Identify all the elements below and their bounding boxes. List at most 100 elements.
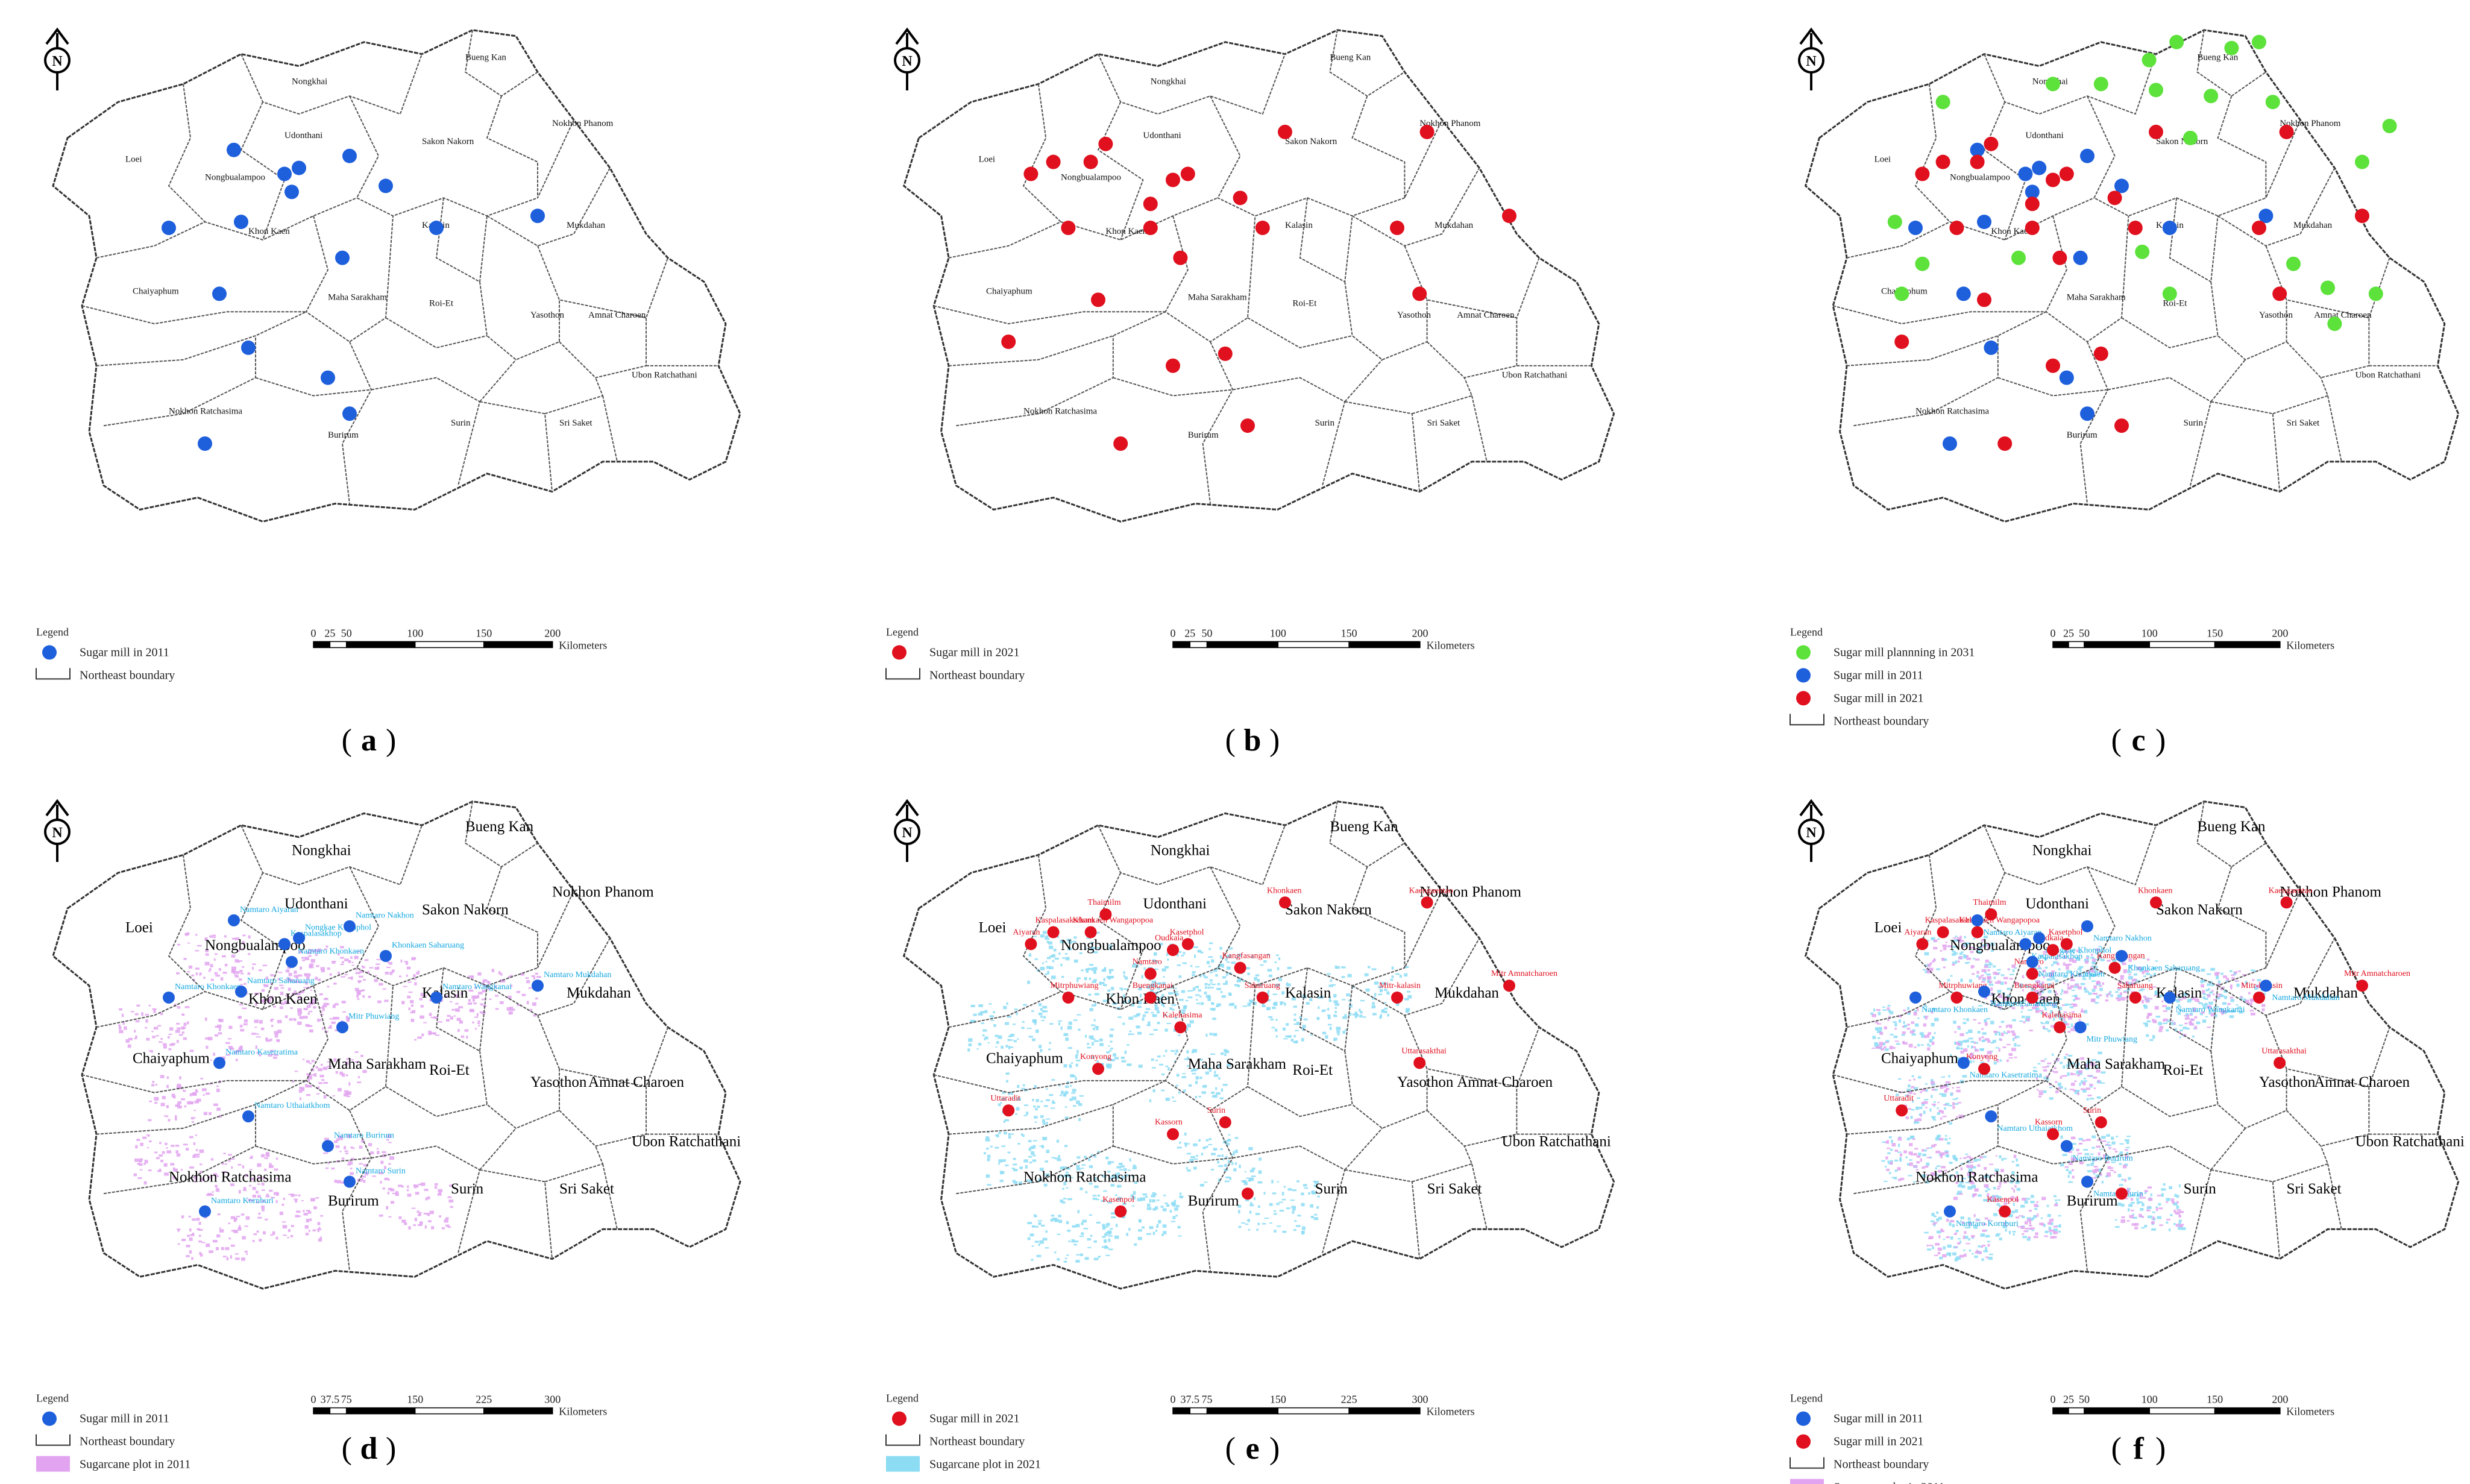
sugar-mill-2021-marker <box>1234 961 1246 974</box>
scale-unit-label: Kilometers <box>2286 639 2334 651</box>
mill-name-label: Aiyaran <box>1904 928 1931 937</box>
province-border <box>1202 1110 1234 1271</box>
panel-caption-letter: d <box>360 1432 378 1466</box>
sugar-mill-2021-marker <box>2272 286 2287 301</box>
sugar-mill-2021-marker <box>2107 190 2122 206</box>
sugar-mill-2021-marker <box>2279 124 2294 139</box>
province-border <box>2217 937 2336 1016</box>
panel-caption: (b) <box>1225 723 1280 758</box>
legend-swatch <box>892 1411 907 1426</box>
province-border <box>479 401 553 492</box>
province-border <box>2121 1086 2218 1118</box>
province-label-burirum: Burirum <box>2067 430 2098 440</box>
northeast-boundary <box>52 800 741 1290</box>
sugar-mill-2021-marker <box>1391 991 1403 1004</box>
sugar-mill-2031-marker <box>2169 34 2184 49</box>
svg-text:): ) <box>1269 723 1280 758</box>
mill-name-label: Kaspalasaksrkam <box>1035 916 1095 925</box>
scale-tick-label: 25 <box>1184 627 1195 639</box>
province-label-sri-saket: Sri Saket <box>559 418 592 428</box>
province-border <box>2121 317 2218 348</box>
sugar-mill-2021-marker <box>1937 926 1949 939</box>
sugar-mill-2021-marker <box>1413 1057 1426 1069</box>
legend-label: Sugar mill in 2021 <box>929 646 1019 659</box>
scale-tick-label: 300 <box>1412 1394 1428 1406</box>
province-label-mukdahan: Mukdahan <box>567 985 631 1001</box>
scale-tick-label: 75 <box>341 1394 352 1406</box>
north-arrow-icon: N <box>44 799 71 862</box>
sugar-mill-2021-marker <box>2046 172 2060 187</box>
province-label-nakhon-ratchasima: Nokhon Ratchasima <box>169 1169 291 1185</box>
province-border <box>479 281 560 360</box>
northeast-boundary <box>902 29 1615 523</box>
scale-unit-label: Kilometers <box>559 1406 607 1418</box>
mill-name-label: Kaengaentao <box>1409 886 1453 895</box>
province-label-khon-kaen: Khon Kaen <box>248 991 318 1007</box>
sugar-mill-2011-marker <box>335 250 350 265</box>
province-label-sakon-nakorn: Sakon Nakorn <box>422 902 509 918</box>
province-border <box>1352 168 1480 247</box>
province-border <box>305 985 394 1111</box>
province-border <box>486 866 574 969</box>
mill-name-label: Namtaro Kornburi <box>1956 1219 2019 1228</box>
sugar-mill-2031-marker <box>2046 77 2060 92</box>
sugar-mill-2011-marker <box>430 991 442 1004</box>
sugar-mill-2021-marker <box>1143 221 1158 236</box>
province-label-maha-sarakham: Maha Sarakham <box>2067 292 2126 302</box>
scale-tick-label: 150 <box>407 1394 423 1406</box>
sugar-mill-2031-marker <box>2149 83 2163 98</box>
sugar-mill-2011-marker <box>1985 1110 1997 1123</box>
sugar-mill-2021-marker <box>1502 209 1516 224</box>
province-label-kalasin: Kalasin <box>422 985 468 1001</box>
sugar-mill-2031-marker <box>2355 154 2369 169</box>
province-border <box>1299 198 1353 283</box>
legend-title: Legend <box>36 626 69 638</box>
legend-title: Legend <box>886 1392 919 1404</box>
sugar-mill-2011-marker <box>532 979 544 992</box>
panel-caption-letter: b <box>1244 723 1262 758</box>
mill-name-label: Khonkaen Saharuang <box>2128 964 2200 973</box>
mill-name-label: Namtaro Uthaiatkhom <box>1997 1124 2073 1133</box>
province-label-nakhon-ratchasima: Nokhon Ratchasima <box>1915 406 1989 416</box>
province-label-ubon: Ubon Ratchathani <box>632 371 697 380</box>
mill-name-label: Namtaro Kornburi <box>211 1196 274 1206</box>
province-label-roi-et: Roi-Et <box>429 1062 470 1078</box>
province-label-khon-kaen: Khon Kaen <box>248 227 290 236</box>
sugar-mill-2021-marker <box>1971 926 1984 939</box>
province-label-nakhon-ratchasima: Nokhon Ratchasima <box>1915 1169 2038 1185</box>
sugar-mill-2011-marker <box>1909 991 1922 1004</box>
sugar-mill-2011-marker <box>2025 184 2040 200</box>
sugar-mill-2021-marker <box>1218 346 1233 361</box>
province-border <box>1997 377 2108 397</box>
sugar-mill-2021-marker <box>2116 1187 2128 1200</box>
province-border <box>2045 215 2129 343</box>
scale-tick-label: 50 <box>2079 1394 2090 1406</box>
mill-name-label: Kaengaentao <box>2269 886 2313 895</box>
mill-name-label: Namtaro Khonkaen <box>2038 970 2105 979</box>
sugar-mill-2031-marker <box>2265 95 2280 110</box>
legend-swatch <box>886 1456 920 1472</box>
sugar-mill-2021-marker <box>2128 221 2143 236</box>
province-label-udonthani: Udonthani <box>2025 896 2089 912</box>
legend-label: Northeast boundary <box>80 668 175 682</box>
mill-name-label: Namtaro <box>1133 958 1162 967</box>
svg-text:): ) <box>2155 1432 2166 1466</box>
province-border <box>2196 30 2266 97</box>
province-border <box>1914 855 1950 992</box>
province-label-bueng-kan: Bueng Kan <box>1330 53 1371 63</box>
sugar-mill-2021-marker <box>2150 896 2162 909</box>
province-label-mukdahan: Mukdahan <box>2293 985 2358 1001</box>
sugar-mill-2021-marker <box>1166 358 1180 373</box>
map-legend: Legend Sugar mill plannning in 2031 Sugar … <box>1790 626 1975 728</box>
province-border <box>255 1145 372 1165</box>
sugar-mill-2021-marker <box>1256 991 1269 1004</box>
province-border <box>2079 341 2109 504</box>
province-border <box>1113 377 1233 397</box>
province-border <box>371 1145 481 1254</box>
scale-tick-label: 50 <box>2079 627 2090 639</box>
scale-tick-label: 50 <box>1202 627 1213 639</box>
province-border <box>103 1104 256 1195</box>
sugarcane-plot-layer <box>967 931 1412 1263</box>
sugar-mill-2031-marker <box>1887 215 1902 230</box>
